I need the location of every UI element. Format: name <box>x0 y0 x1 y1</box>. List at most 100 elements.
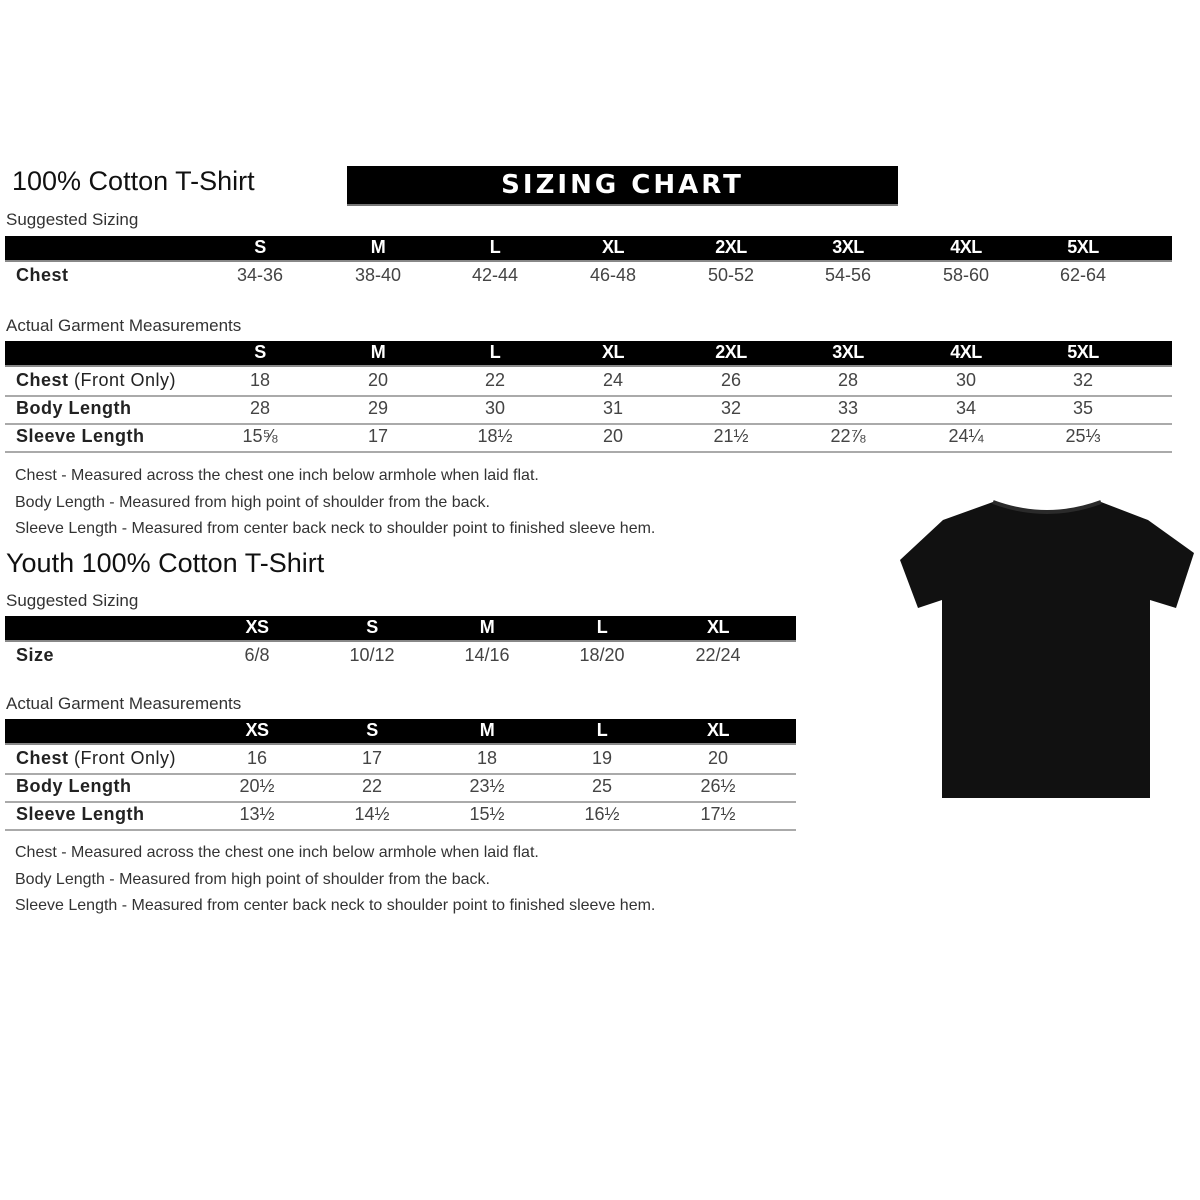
table-cell: 32 <box>1072 370 1094 390</box>
table-cell: 26½ <box>700 776 736 796</box>
table-cell: 22 <box>484 370 506 390</box>
row-label-text: Sleeve Length <box>16 804 145 824</box>
table-cell: 18 <box>476 748 498 768</box>
size-header-4xl: 4XL <box>950 342 982 362</box>
table-cell: 25 <box>591 776 613 796</box>
table-cell: 15⅝ <box>242 426 278 446</box>
size-header-3xl: 3XL <box>832 342 864 362</box>
table-cell: 13½ <box>239 804 275 824</box>
row-label-text: Chest <box>16 748 69 768</box>
table-cell: 28 <box>837 370 859 390</box>
table-cell: 19 <box>591 748 613 768</box>
youth-note: Body Length - Measured from high point o… <box>15 870 490 888</box>
table-cell: 46-48 <box>589 265 637 285</box>
table-cell: 17½ <box>700 804 736 824</box>
row-label-text: Chest <box>16 370 69 390</box>
size-header-2xl: 2XL <box>715 237 747 257</box>
table-cell: 14½ <box>354 804 390 824</box>
table-cell: 30 <box>955 370 977 390</box>
youth-actual-label: Actual Garment Measurements <box>6 694 242 713</box>
row-label-text: Sleeve Length <box>16 426 145 446</box>
table-cell: 42-44 <box>471 265 519 285</box>
table-cell: 22⅞ <box>830 426 866 446</box>
row-label: Chest <box>16 265 69 286</box>
table-cell: 17 <box>361 748 383 768</box>
table-cell: 32 <box>720 398 742 418</box>
youth-actual-row: Sleeve Length 13½ 14½ 15½ 16½ 17½ <box>5 801 796 831</box>
row-label-suffix: (Front Only) <box>68 370 177 390</box>
size-header-xl: XL <box>601 342 625 362</box>
adult-note: Chest - Measured across the chest one in… <box>15 467 539 484</box>
row-label: Body Length <box>16 776 132 797</box>
youth-actual-row: Chest (Front Only) 16 17 18 19 20 <box>5 745 796 775</box>
table-cell: 17 <box>367 426 389 446</box>
tshirt-icon <box>900 500 1194 798</box>
table-cell: 58-60 <box>942 265 990 285</box>
row-label: Chest (Front Only) <box>16 748 176 769</box>
adult-title: 100% Cotton T-Shirt <box>12 166 255 196</box>
size-header-s: S <box>254 342 266 362</box>
adult-actual-row: Body Length 28 29 30 31 32 33 34 35 <box>5 395 1172 425</box>
youth-title: Youth 100% Cotton T-Shirt <box>6 548 325 578</box>
row-label-text: Size <box>16 645 55 665</box>
table-cell: 14/16 <box>464 645 510 665</box>
table-cell: 20 <box>602 426 624 446</box>
size-header-2xl: 2XL <box>715 342 747 362</box>
row-label-text: Chest <box>16 265 69 285</box>
row-label-text: Body Length <box>16 398 132 418</box>
table-cell: 6/8 <box>244 645 270 665</box>
size-header-s: S <box>366 720 378 740</box>
row-label: Size <box>16 645 54 666</box>
table-cell: 10/12 <box>349 645 395 665</box>
sizing-chart-banner: SIZING CHART <box>347 166 898 204</box>
size-header-4xl: 4XL <box>950 237 982 257</box>
size-header-l: L <box>489 342 501 362</box>
table-cell: 15½ <box>469 804 505 824</box>
adult-actual-header: S M L XL 2XL 3XL 4XL 5XL <box>5 341 1172 367</box>
size-header-5xl: 5XL <box>1067 342 1099 362</box>
size-header-l: L <box>596 720 608 740</box>
youth-suggested-row: Size 6/8 10/12 14/16 18/20 22/24 <box>5 642 796 670</box>
size-header-xl: XL <box>706 720 730 740</box>
table-cell: 16½ <box>584 804 620 824</box>
size-header-s: S <box>254 237 266 257</box>
size-header-xl: XL <box>601 237 625 257</box>
table-cell: 34-36 <box>236 265 284 285</box>
size-header-3xl: 3XL <box>832 237 864 257</box>
adult-suggested-header: S M L XL 2XL 3XL 4XL 5XL <box>5 236 1172 262</box>
table-cell: 18/20 <box>579 645 625 665</box>
row-label: Sleeve Length <box>16 804 145 825</box>
table-cell: 25⅓ <box>1065 426 1101 446</box>
table-cell: 20 <box>367 370 389 390</box>
youth-note: Chest - Measured across the chest one in… <box>15 844 539 861</box>
table-cell: 35 <box>1072 398 1094 418</box>
row-label: Sleeve Length <box>16 426 145 447</box>
size-header-5xl: 5XL <box>1067 237 1099 257</box>
table-cell: 30 <box>484 398 506 418</box>
size-header-m: M <box>370 237 386 257</box>
size-header-l: L <box>596 617 608 637</box>
table-cell: 62-64 <box>1059 265 1107 285</box>
table-cell: 22 <box>361 776 383 796</box>
table-cell: 18½ <box>477 426 513 446</box>
size-header-xs: XS <box>245 720 269 740</box>
table-cell: 16 <box>246 748 268 768</box>
table-cell: 26 <box>720 370 742 390</box>
row-label: Body Length <box>16 398 132 419</box>
table-cell: 24 <box>602 370 624 390</box>
table-cell: 34 <box>955 398 977 418</box>
youth-note: Sleeve Length - Measured from center bac… <box>15 897 656 914</box>
table-cell: 20½ <box>239 776 275 796</box>
adult-actual-row: Sleeve Length 15⅝ 17 18½ 20 21½ 22⅞ 24¼ 25⅓ <box>5 423 1172 453</box>
table-cell: 33 <box>837 398 859 418</box>
table-cell: 20 <box>707 748 729 768</box>
table-cell: 38-40 <box>354 265 402 285</box>
adult-suggested-label: Suggested Sizing <box>6 210 139 229</box>
table-cell: 23½ <box>469 776 505 796</box>
youth-actual-row: Body Length 20½ 22 23½ 25 26½ <box>5 773 796 803</box>
size-header-l: L <box>489 237 501 257</box>
size-header-m: M <box>479 720 495 740</box>
youth-suggested-header: XS S M L XL <box>5 616 796 642</box>
table-cell: 22/24 <box>695 645 741 665</box>
